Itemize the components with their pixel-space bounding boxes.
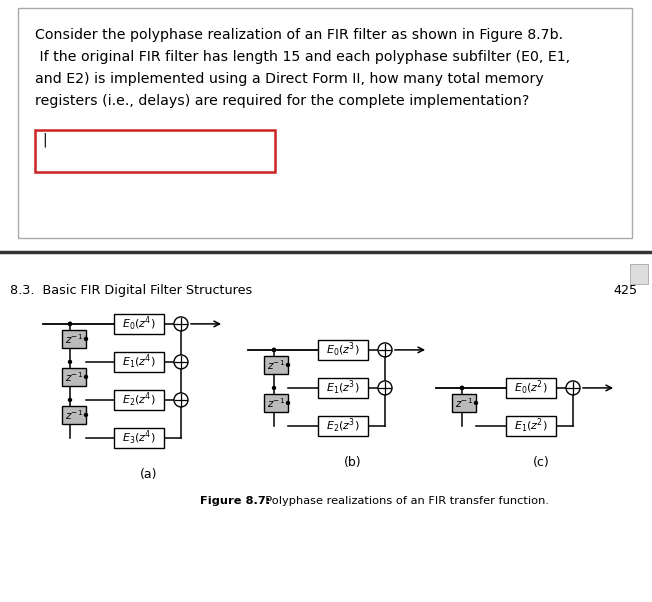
Text: 425: 425 xyxy=(614,284,638,297)
Circle shape xyxy=(378,381,392,395)
Circle shape xyxy=(68,321,72,326)
Text: $E_1(z^3)$: $E_1(z^3)$ xyxy=(326,379,360,397)
FancyBboxPatch shape xyxy=(264,356,288,374)
Text: $z^{-1}$: $z^{-1}$ xyxy=(455,396,473,410)
Text: $E_1(z^2)$: $E_1(z^2)$ xyxy=(514,417,548,435)
FancyBboxPatch shape xyxy=(318,340,368,360)
Text: Polyphase realizations of an FIR transfer function.: Polyphase realizations of an FIR transfe… xyxy=(258,496,549,506)
Text: $E_0(z^2)$: $E_0(z^2)$ xyxy=(514,379,548,397)
Circle shape xyxy=(84,374,88,379)
Circle shape xyxy=(84,337,88,341)
FancyBboxPatch shape xyxy=(62,368,86,386)
Circle shape xyxy=(68,360,72,364)
Circle shape xyxy=(174,355,188,369)
Circle shape xyxy=(84,413,88,417)
Circle shape xyxy=(272,348,276,352)
Text: (c): (c) xyxy=(533,456,550,469)
Circle shape xyxy=(272,348,276,352)
Circle shape xyxy=(286,363,290,367)
Text: $E_0(z^4)$: $E_0(z^4)$ xyxy=(122,315,156,333)
Text: (b): (b) xyxy=(344,456,362,469)
Text: $E_2(z^3)$: $E_2(z^3)$ xyxy=(326,417,360,435)
FancyBboxPatch shape xyxy=(318,378,368,398)
Text: (a): (a) xyxy=(140,468,158,481)
Circle shape xyxy=(68,321,72,326)
FancyBboxPatch shape xyxy=(114,390,164,410)
Text: $z^{-1}$: $z^{-1}$ xyxy=(267,396,285,410)
FancyBboxPatch shape xyxy=(452,394,476,412)
Circle shape xyxy=(286,401,290,405)
Circle shape xyxy=(460,386,464,390)
Text: $E_3(z^4)$: $E_3(z^4)$ xyxy=(122,429,156,447)
Text: and E2) is implemented using a Direct Form II, how many total memory: and E2) is implemented using a Direct Fo… xyxy=(35,72,544,86)
Text: $z^{-1}$: $z^{-1}$ xyxy=(267,358,285,372)
Circle shape xyxy=(174,393,188,407)
FancyBboxPatch shape xyxy=(506,378,556,398)
Text: $z^{-1}$: $z^{-1}$ xyxy=(65,332,83,346)
Circle shape xyxy=(378,343,392,357)
Text: If the original FIR filter has length 15 and each polyphase subfilter (E0, E1,: If the original FIR filter has length 15… xyxy=(35,50,570,64)
FancyBboxPatch shape xyxy=(318,416,368,436)
FancyBboxPatch shape xyxy=(18,8,632,238)
Text: |: | xyxy=(42,133,47,147)
FancyBboxPatch shape xyxy=(114,314,164,334)
FancyBboxPatch shape xyxy=(264,394,288,412)
Circle shape xyxy=(460,386,464,390)
FancyBboxPatch shape xyxy=(630,264,648,284)
Text: Figure 8.7:: Figure 8.7: xyxy=(200,496,271,506)
Circle shape xyxy=(174,317,188,331)
Circle shape xyxy=(68,398,72,402)
FancyBboxPatch shape xyxy=(35,130,275,172)
Text: $E_2(z^4)$: $E_2(z^4)$ xyxy=(122,391,156,409)
FancyBboxPatch shape xyxy=(62,406,86,424)
FancyBboxPatch shape xyxy=(62,330,86,348)
Text: registers (i.e., delays) are required for the complete implementation?: registers (i.e., delays) are required fo… xyxy=(35,94,529,108)
FancyBboxPatch shape xyxy=(114,352,164,372)
FancyBboxPatch shape xyxy=(114,428,164,448)
Circle shape xyxy=(566,381,580,395)
Text: $E_1(z^4)$: $E_1(z^4)$ xyxy=(122,353,156,371)
Text: $E_0(z^3)$: $E_0(z^3)$ xyxy=(326,341,360,359)
Text: Consider the polyphase realization of an FIR filter as shown in Figure 8.7b.: Consider the polyphase realization of an… xyxy=(35,28,563,42)
FancyBboxPatch shape xyxy=(506,416,556,436)
Circle shape xyxy=(474,401,478,405)
Text: $z^{-1}$: $z^{-1}$ xyxy=(65,370,83,384)
Circle shape xyxy=(272,386,276,390)
Text: $z^{-1}$: $z^{-1}$ xyxy=(65,408,83,422)
Text: 8.3.  Basic FIR Digital Filter Structures: 8.3. Basic FIR Digital Filter Structures xyxy=(10,284,252,297)
